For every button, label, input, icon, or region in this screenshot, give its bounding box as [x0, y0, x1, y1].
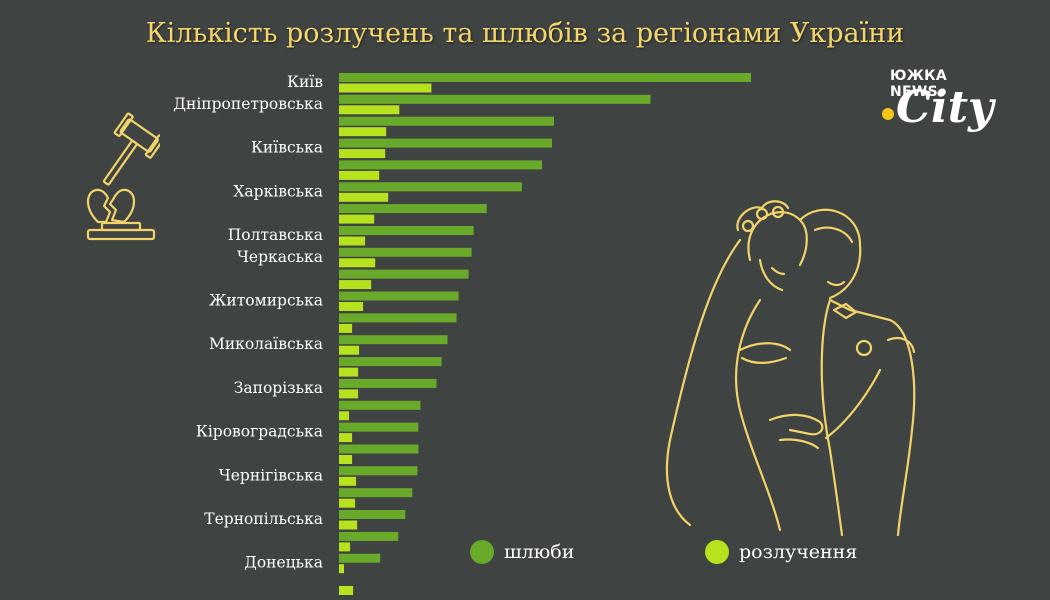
bar-marriages-15 [339, 400, 421, 410]
bar-marriages-21 [339, 531, 399, 541]
bar-divorces-8 [339, 258, 376, 268]
bar-divorces-22 [339, 564, 344, 574]
bar-marriages-6 [339, 204, 487, 214]
bar-marriages-19 [339, 488, 413, 498]
category-label: Дніпропетровська [173, 95, 323, 113]
bar-marriages-3 [339, 138, 552, 148]
gavel-broken-heart-icon [86, 112, 160, 241]
legend-item-marriages: шлюби [470, 538, 574, 566]
bar-marriages-10 [339, 291, 459, 301]
bar-marriages-14 [339, 378, 437, 388]
category-label: Київ [287, 73, 323, 91]
category-label: Тернопільська [204, 510, 323, 528]
category-label: Чернігівська [219, 466, 323, 484]
bar-divorces-11 [339, 323, 353, 333]
bar-divorces-5 [339, 192, 389, 202]
category-label: Житомирська [209, 292, 323, 310]
category-label: Запорізька [234, 379, 323, 397]
bar-marriages-20 [339, 510, 406, 519]
bar-marriages-12 [339, 335, 448, 345]
bar-divorces-19 [339, 498, 356, 508]
bar-marriages-11 [339, 313, 457, 323]
bar-divorces-21 [339, 542, 351, 552]
bar-marriages-0 [339, 73, 751, 82]
legend-dot-divorces [705, 540, 729, 564]
category-label: Миколаївська [209, 335, 323, 353]
brand-logo: ЮЖКА NEWS City [880, 68, 994, 154]
bar-marriages-4 [339, 160, 542, 170]
bar-divorces-0 [339, 83, 432, 93]
bar-divorces-17 [339, 455, 353, 464]
bar-marriages-9 [339, 269, 469, 279]
category-label: Кіровоградська [196, 423, 323, 441]
bar-divorces-3 [339, 149, 386, 159]
legend-label-divorces: розлучення [739, 541, 858, 563]
bar-marriages-8 [339, 247, 472, 257]
category-label: Київська [251, 139, 323, 157]
bar-divorces-23 [339, 586, 354, 595]
bar-divorces-9 [339, 280, 372, 290]
bar-divorces-1 [339, 105, 400, 115]
bar-marriages-22 [339, 553, 381, 563]
bar-divorces-15 [339, 411, 349, 421]
bar-marriages-13 [339, 357, 442, 367]
chart-title: Кількість розлучень та шлюбів за регіона… [145, 18, 905, 49]
bar-divorces-6 [339, 214, 375, 224]
bar-divorces-13 [339, 367, 359, 377]
bar-divorces-4 [339, 170, 380, 180]
bar-marriages-7 [339, 226, 474, 235]
category-label: Черкаська [237, 248, 323, 266]
wedding-couple-icon [665, 200, 916, 537]
bar-marriages-18 [339, 466, 418, 476]
category-label: Полтавська [228, 226, 323, 244]
logo-dot-icon [882, 108, 894, 120]
bar-divorces-20 [339, 520, 358, 530]
bar-divorces-16 [339, 433, 353, 443]
bar-divorces-14 [339, 389, 359, 399]
legend-label-marriages: шлюби [504, 541, 575, 563]
bar-marriages-16 [339, 422, 419, 432]
bar-marriages-1 [339, 94, 651, 104]
bar-divorces-7 [339, 236, 366, 246]
bar-divorces-12 [339, 345, 360, 355]
logo-top-text: ЮЖКА NEWS [890, 68, 948, 100]
bar-divorces-10 [339, 302, 364, 311]
bar-divorces-2 [339, 127, 387, 137]
category-label: Донецька [244, 554, 323, 572]
bar-marriages-5 [339, 182, 522, 192]
legend-dot-marriages [470, 540, 494, 564]
bar-divorces-18 [339, 476, 357, 486]
bar-marriages-17 [339, 444, 419, 454]
logo-city-text: City [896, 82, 994, 133]
category-label: Харківська [233, 182, 323, 200]
bar-marriages-2 [339, 116, 554, 126]
legend-item-divorces: розлучення [705, 538, 857, 566]
